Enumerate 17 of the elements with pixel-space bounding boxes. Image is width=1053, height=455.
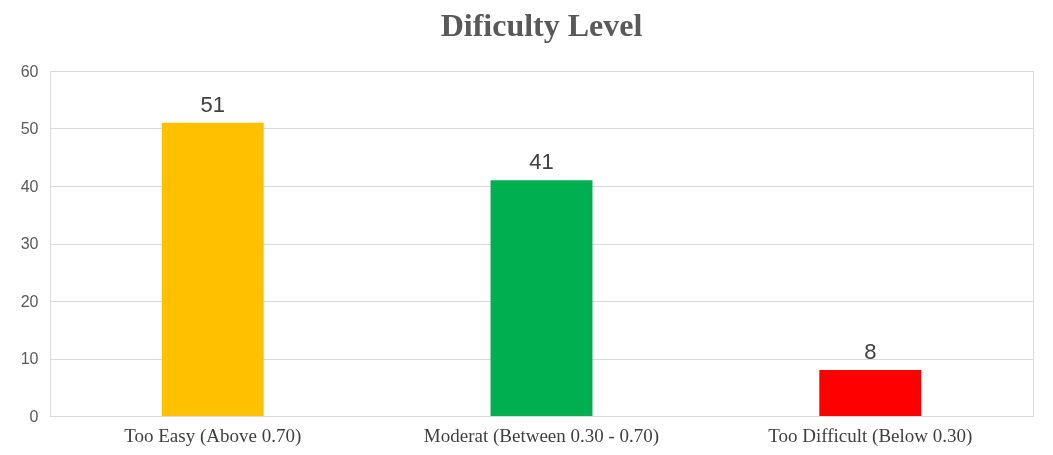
x-tick-label: Too Easy (Above 0.70) [124,424,302,447]
y-tick-label: 50 [20,120,39,137]
data-label: 51 [200,91,225,117]
bar [819,370,922,416]
y-tick-label: 60 [20,62,39,80]
chart-title: Dificulty Level [440,7,643,43]
y-tick-label: 40 [20,177,39,195]
y-tick-label: 30 [20,235,39,252]
bar [161,122,264,416]
data-label: 8 [864,339,877,364]
y-tick-label: 20 [20,292,39,310]
x-tick-label: Moderat (Between 0.30 - 0.70) [423,424,660,447]
y-tick-label: 10 [20,350,39,367]
data-label: 41 [529,149,554,175]
x-tick-label: Too Difficult (Below 0.30) [768,424,973,447]
bar [490,180,593,416]
y-tick-label: 0 [29,407,39,425]
